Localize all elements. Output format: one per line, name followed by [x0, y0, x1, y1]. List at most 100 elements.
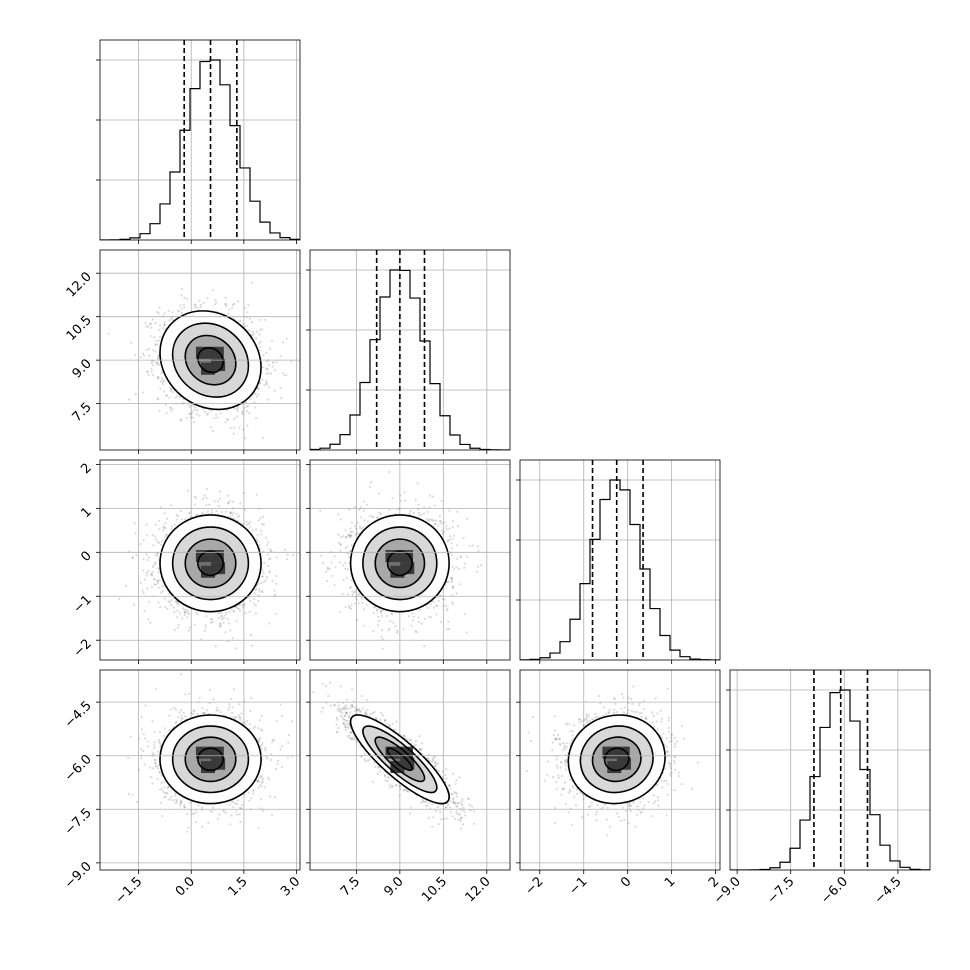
- sample-point: [229, 511, 232, 515]
- sample-point: [267, 371, 270, 374]
- sample-point: [143, 354, 146, 357]
- panel-frame: [309, 249, 511, 451]
- sample-point: [242, 603, 245, 606]
- sample-point: [285, 337, 288, 340]
- sample-point: [163, 512, 166, 515]
- sample-point: [180, 294, 183, 297]
- sample-point: [267, 541, 270, 544]
- sample-point: [205, 496, 208, 499]
- sample-point: [426, 510, 429, 513]
- sample-point: [175, 600, 178, 603]
- sample-point: [158, 579, 161, 582]
- sample-point: [258, 544, 261, 547]
- sample-point: [175, 518, 178, 521]
- sample-point: [452, 534, 455, 537]
- sample-point: [157, 376, 160, 379]
- sample-point: [228, 610, 231, 613]
- sample-point: [231, 306, 234, 309]
- sample-point: [259, 345, 262, 348]
- sample-point: [172, 606, 175, 609]
- y-tick-label: −1: [71, 592, 95, 616]
- contour-line-3: [197, 550, 224, 577]
- sample-point: [186, 616, 189, 619]
- sample-point: [247, 303, 250, 307]
- sample-point: [273, 594, 276, 597]
- panel-1-0: 7.59.010.512.0: [64, 249, 301, 454]
- sample-point: [187, 611, 190, 614]
- sample-point: [245, 405, 248, 408]
- sample-point: [431, 495, 434, 498]
- sample-point: [254, 392, 257, 395]
- sample-point: [157, 571, 160, 574]
- sample-point: [258, 342, 261, 345]
- sample-point: [268, 622, 271, 625]
- sample-point: [261, 436, 265, 440]
- sample-point: [227, 501, 230, 504]
- sample-point: [162, 383, 165, 386]
- sample-point: [149, 621, 152, 625]
- sample-point: [255, 416, 258, 420]
- sample-point: [365, 603, 368, 607]
- sample-point: [229, 511, 232, 514]
- sample-point: [333, 555, 336, 558]
- sample-point: [193, 503, 196, 506]
- sample-point: [257, 519, 260, 522]
- histogram-1: [310, 269, 510, 450]
- sample-point: [267, 363, 271, 366]
- sample-point: [215, 301, 218, 304]
- sample-point: [249, 398, 252, 401]
- sample-point: [141, 352, 145, 355]
- sample-point: [145, 348, 148, 351]
- sample-point: [150, 574, 153, 577]
- sample-point: [213, 416, 216, 419]
- sample-point: [266, 367, 269, 370]
- sample-point: [159, 543, 163, 547]
- sample-point: [193, 303, 196, 306]
- sample-point: [132, 603, 136, 606]
- sample-point: [224, 296, 227, 299]
- sample-point: [279, 355, 282, 358]
- sample-point: [146, 559, 149, 562]
- sample-point: [194, 408, 197, 411]
- sample-point: [159, 324, 162, 327]
- sample-point: [143, 578, 146, 581]
- sample-point: [258, 590, 261, 593]
- sample-point: [158, 306, 161, 309]
- sample-point: [206, 510, 209, 513]
- sample-point: [165, 394, 168, 397]
- sample-point: [152, 364, 155, 367]
- sample-point: [159, 605, 162, 609]
- contour-line-2: [184, 538, 237, 589]
- sample-point: [145, 553, 148, 556]
- sample-point: [149, 335, 152, 338]
- sample-point: [270, 339, 274, 343]
- sample-point: [416, 482, 419, 485]
- sample-point: [242, 491, 246, 494]
- sample-point: [320, 554, 323, 557]
- sample-point: [210, 618, 213, 621]
- sample-point: [241, 413, 244, 416]
- sample-point: [249, 599, 252, 603]
- sample-point: [232, 609, 235, 613]
- sample-point: [166, 517, 169, 520]
- sample-point: [258, 318, 261, 321]
- sample-point: [253, 592, 256, 595]
- sample-point: [156, 567, 159, 570]
- sample-point: [338, 610, 341, 613]
- sample-point: [152, 564, 155, 567]
- sample-point: [188, 412, 191, 415]
- sample-point: [182, 303, 185, 306]
- sample-point: [185, 608, 189, 612]
- sample-point: [213, 500, 216, 503]
- sample-point: [166, 607, 169, 611]
- sample-point: [236, 515, 239, 518]
- sample-point: [248, 525, 251, 529]
- sample-point: [235, 619, 238, 623]
- sample-point: [232, 426, 235, 429]
- sample-point: [147, 325, 150, 328]
- sample-point: [268, 570, 271, 573]
- sample-point: [155, 583, 158, 586]
- sample-point: [235, 647, 238, 650]
- sample-point: [154, 561, 157, 564]
- sample-point: [217, 504, 221, 508]
